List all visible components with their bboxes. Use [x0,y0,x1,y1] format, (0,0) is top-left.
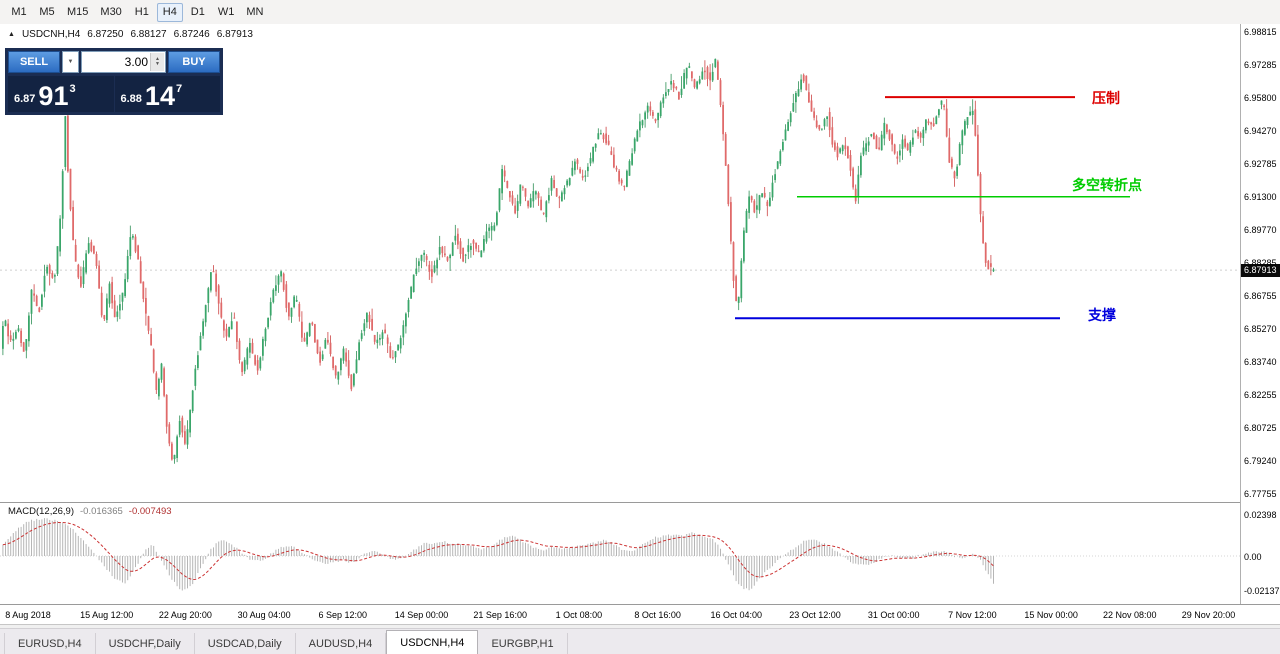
price-axis-label: 6.88285 [1244,258,1277,268]
ohlc-close: 6.87913 [216,29,253,40]
price-axis-label: 6.89770 [1244,225,1277,235]
price-axis-label: 6.85270 [1244,324,1277,334]
tab-eurusd-h4[interactable]: EURUSD,H4 [4,633,96,654]
price-pane[interactable]: ▲ USDCNH,H4 6.87250 6.88127 6.87246 6.87… [0,24,1240,502]
timeframe-button-m5[interactable]: M5 [34,3,60,22]
bid-quote[interactable]: 6.87 91 3 [8,76,114,112]
candles-group [2,58,995,464]
ask-price-sup: 7 [175,83,183,95]
price-axis-label: 6.83740 [1244,357,1277,367]
macd-histogram-group [2,518,994,591]
price-axis[interactable]: 6.87913 6.98815 6.97285 6.95800 6.94270 6.92… [1240,24,1280,604]
timeframe-button-w1[interactable]: W1 [213,3,240,22]
tab-audusd-h4[interactable]: AUDUSD,H4 [296,633,387,654]
time-axis-label: 29 Nov 20:00 [1181,610,1236,620]
timeframe-button-mn[interactable]: MN [241,3,268,22]
status-strip [0,624,1280,628]
time-axis-label: 8 Oct 16:00 [634,610,681,620]
macd-chart-svg [0,518,1240,591]
bid-price-prefix: 6.87 [14,93,36,105]
macd-value-main: -0.016365 [80,506,123,517]
time-axis-label: 21 Sep 16:00 [473,610,527,620]
chart-symbol-period: USDCNH,H4 [21,29,81,40]
price-chart-svg [0,58,1240,464]
price-axis-label: 6.91300 [1244,192,1277,202]
buy-button[interactable]: BUY [168,51,220,73]
volume-value: 3.00 [124,55,148,69]
annotation-pivot-label: 多空转折点 [1072,177,1142,193]
macd-pane[interactable]: MACD(12,26,9) -0.016365 -0.007493 [0,503,1240,604]
timeframe-button-d1[interactable]: D1 [185,3,211,22]
annotation-support-label: 支撑 [1088,307,1116,323]
macd-header: MACD(12,26,9) -0.016365 -0.007493 [8,506,172,517]
bid-price-sup: 3 [69,83,76,95]
ask-price-big: 14 [144,81,175,111]
sell-button[interactable]: SELL [8,51,60,73]
time-axis[interactable]: 8 Aug 2018 15 Aug 12:00 22 Aug 20:00 30 Aug… [0,605,1240,624]
time-axis-label: 31 Oct 00:00 [867,610,920,620]
pane-divider[interactable] [0,502,1280,503]
macd-axis-label: 0.00 [1244,552,1262,562]
chart-window: ▲ USDCNH,H4 6.87250 6.88127 6.87246 6.87… [0,24,1280,624]
macd-axis-label: -0.02137 [1244,586,1280,596]
time-axis-label: 14 Sep 00:00 [394,610,449,620]
time-axis-label: 8 Aug 2018 [5,610,51,620]
tab-usdchf-daily[interactable]: USDCHF,Daily [96,633,195,654]
timeframe-button-h1[interactable]: H1 [129,3,155,22]
price-axis-label: 6.97285 [1244,60,1277,70]
timeframe-button-h4[interactable]: H4 [156,2,183,22]
price-axis-label: 6.79240 [1244,456,1277,466]
price-axis-label: 6.98815 [1244,27,1277,37]
annotation-resistance-label: 压制 [1092,90,1120,106]
timeframe-button-m30[interactable]: M30 [95,3,126,22]
macd-axis-label: 0.02398 [1244,510,1277,520]
time-axis-label: 30 Aug 04:00 [237,610,291,620]
macd-signal-line [2,522,994,581]
time-axis-label: 1 Oct 08:00 [555,610,603,620]
price-axis-label: 6.92785 [1244,159,1277,169]
price-axis-label: 6.82255 [1244,390,1277,400]
macd-value-signal: -0.007493 [128,506,172,517]
chart-tab-bar: EURUSD,H4 USDCHF,Daily USDCAD,Daily AUDU… [0,628,1280,654]
chart-title: ▲ USDCNH,H4 6.87250 6.88127 6.87246 6.87… [8,29,253,40]
order-type-dropdown[interactable]: ▼ [62,51,79,73]
time-axis-label: 22 Nov 08:00 [1103,610,1157,620]
time-axis-label: 15 Aug 12:00 [80,610,134,620]
chevron-down-icon: ▼ [67,59,74,65]
spinner-down-icon: ▼ [155,61,160,67]
volume-input[interactable]: 3.00 ▲ ▼ [81,51,166,73]
volume-spinner[interactable]: ▲ ▼ [150,53,164,71]
time-axis-label: 22 Aug 20:00 [158,610,212,620]
price-axis-label: 6.80725 [1244,423,1277,433]
tab-eurgbp-h1[interactable]: EURGBP,H1 [478,633,568,654]
time-axis-label: 15 Nov 00:00 [1024,610,1078,620]
time-axis-label: 6 Sep 12:00 [318,610,368,620]
time-axis-label: 16 Oct 04:00 [710,610,763,620]
price-axis-label: 6.86755 [1244,291,1277,301]
time-axis-divider [0,604,1280,605]
ohlc-open: 6.87250 [87,29,124,40]
chart-collapse-icon[interactable]: ▲ [8,31,15,38]
timeframe-button-m1[interactable]: M1 [6,3,32,22]
ask-quote[interactable]: 6.88 14 7 [114,76,220,112]
current-price-tag: 6.87913 [1241,264,1280,278]
ohlc-low: 6.87246 [173,29,210,40]
tab-usdcad-daily[interactable]: USDCAD,Daily [195,633,296,654]
time-axis-label: 7 Nov 12:00 [948,610,997,620]
ohlc-high: 6.88127 [130,29,167,40]
price-axis-label: 6.95800 [1244,93,1277,103]
timeframe-button-m15[interactable]: M15 [62,3,93,22]
price-axis-label: 6.94270 [1244,126,1277,136]
macd-indicator-name: MACD(12,26,9) [8,506,74,517]
tab-usdcnh-h4[interactable]: USDCNH,H4 [386,630,479,654]
spinner-up-icon: ▲ [155,56,160,62]
ask-price-prefix: 6.88 [120,93,142,105]
price-axis-label: 6.77755 [1244,489,1277,499]
time-axis-label: 23 Oct 12:00 [789,610,841,620]
one-click-trading-panel: SELL ▼ 3.00 ▲ ▼ BUY 6.87 [5,48,223,115]
bid-price-big: 91 [38,81,69,111]
timeframe-toolbar: M1 M5 M15 M30 H1 H4 D1 W1 MN [0,0,1280,25]
